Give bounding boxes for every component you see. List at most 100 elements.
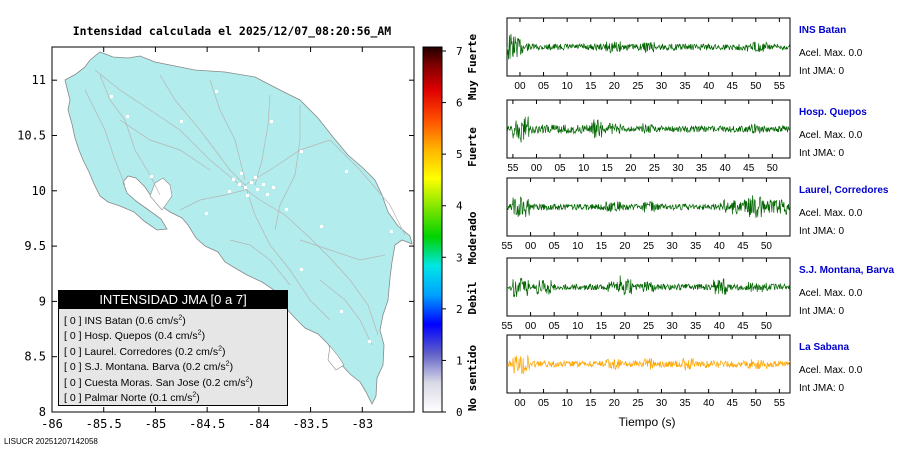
waveform-tick-label: 05 (549, 241, 561, 252)
legend-label: Laurel. Corredores (0.2 cm/s (84, 345, 219, 358)
station-peak-accel: Acel. Max. 0.0 (799, 365, 863, 376)
legend-level: [ 0 ] (64, 315, 82, 327)
station-jma-intensity: Int JMA: 0 (799, 226, 844, 237)
map-x-axis-labels: -86 -85.5 -85 -84.5 -84 -83.5 -83 (41, 417, 373, 431)
map-x-tick-label: -85 (145, 417, 167, 431)
map-axis-ticks (51, 47, 414, 413)
map-x-tick-label: -86 (41, 417, 63, 431)
map-y-tick-label: 10 (32, 184, 46, 198)
waveform-tick-label: 05 (538, 398, 550, 409)
colorbar-tick-label: 0 (456, 406, 463, 419)
legend-title: INTENSIDAD JMA [0 a 7] (59, 291, 287, 309)
waveform-tick-label: 30 (667, 241, 679, 252)
legend-level: [ 0 ] (64, 376, 82, 389)
waveform-tick-label: 10 (562, 398, 574, 409)
legend-unit-exponent: 2 (192, 391, 197, 399)
waveform-panels: 00 05 10 15 20 25 30 35 40 45 50 55 INS Batan Acel. M… (501, 17, 894, 409)
colorbar-category-label: Fuerte (466, 127, 479, 167)
station-jma-intensity: Int JMA: 0 (799, 306, 844, 317)
map-y-tick-label: 8 (39, 405, 46, 419)
waveform-tick-label: 00 (525, 321, 537, 332)
waveform-tick-label: 35 (679, 398, 691, 409)
waveform-frame (506, 177, 791, 237)
waveform-tick-label: 25 (643, 321, 655, 332)
waveform-tick-label: 15 (585, 398, 597, 409)
waveform-tick-label: 45 (743, 163, 755, 174)
waveform-tick-label: 00 (525, 241, 537, 252)
map-x-tick-label: -83 (351, 417, 373, 431)
waveform-panel: 55 00 05 10 15 20 25 30 35 40 45 50 Laurel, Corredor… (501, 177, 889, 252)
waveform-tick-label: 25 (632, 398, 644, 409)
waveform-tick-label: 15 (585, 81, 597, 92)
legend-row: [ 0 ] INS Batan (0.6 cm/s2) (59, 314, 287, 329)
waveform-tick-label: 30 (672, 163, 684, 174)
map-x-tick-label: -83.5 (293, 417, 329, 431)
map-x-tick-label: -85.5 (86, 417, 122, 431)
colorbar-category-label: Debil (466, 281, 479, 314)
waveform-tick-label: 30 (667, 321, 679, 332)
legend-close-paren: ) (221, 345, 226, 358)
waveform-tick-label: 00 (531, 163, 543, 174)
waveform-tick-label: 25 (632, 81, 644, 92)
map-y-tick-label: 8.5 (24, 350, 46, 364)
legend-level: [ 0 ] (64, 361, 82, 374)
legend-unit-exponent: 2 (245, 376, 250, 384)
waveform-tick-label: 40 (703, 398, 715, 409)
waveform-tick-label: 50 (761, 241, 773, 252)
waveform-x-axis-label: Tiempo (s) (619, 415, 676, 429)
map-y-axis-labels: 11 10.5 10 9.5 9 8.5 8 (17, 73, 46, 419)
station-jma-intensity: Int JMA: 0 (799, 66, 844, 77)
waveform-tick-label: 55 (507, 163, 519, 174)
station-jma-intensity: Int JMA: 0 (799, 148, 844, 159)
legend-unit-exponent: 2 (178, 314, 183, 322)
map-y-tick-label: 11 (32, 73, 46, 87)
station-peak-accel: Acel. Max. 0.0 (799, 208, 863, 219)
legend-level: [ 0 ] (64, 330, 82, 343)
waveform-tick-label: 10 (562, 81, 574, 92)
town-markers (110, 90, 393, 343)
waveform-tick-label: 40 (714, 321, 726, 332)
waveform-tick-label: 05 (549, 321, 561, 332)
waveform-tick-label: 10 (578, 163, 590, 174)
legend-close-paren: ) (249, 376, 253, 389)
legend-row: [ 0 ] Laurel. Corredores (0.2 cm/s2) (59, 345, 287, 360)
map-y-tick-label: 9 (39, 294, 46, 308)
station-peak-accel: Acel. Max. 0.0 (799, 288, 863, 299)
map-x-tick-label: -84 (248, 417, 270, 431)
legend-row: [ 0 ] Palmar Norte (0.1 cm/s2) (59, 391, 287, 406)
colorbar-category-label: Moderado (466, 211, 479, 264)
station-peak-accel: Acel. Max. 0.0 (799, 48, 863, 59)
legend-row: [ 0 ] Cuesta Moras. San Jose (0.2 cm/s2) (59, 376, 287, 391)
waveform-tick-label: 15 (596, 241, 608, 252)
colorbar-tick-label: 3 (456, 251, 463, 264)
legend-close-paren: ) (229, 361, 234, 374)
colorbar-tick-label: 6 (456, 97, 463, 110)
waveform-tick-label: 30 (656, 398, 668, 409)
legend-label: Cuesta Moras. San Jose (0.2 cm/s (84, 376, 246, 389)
waveform-tick-label: 20 (619, 241, 631, 252)
waveform-tick-label: 05 (538, 81, 550, 92)
waveform-tick-label: 15 (596, 321, 608, 332)
waveform-tick-label: 20 (619, 321, 631, 332)
station-jma-intensity: Int JMA: 0 (799, 383, 844, 394)
waveform-tick-label: 45 (737, 241, 749, 252)
intensity-colorbar: 7 6 5 4 3 2 1 0 Muy Fuerte Fuerte Moderado Debil No… (422, 34, 479, 419)
waveform-panel: 55 00 05 10 15 20 25 30 35 40 45 50 S.J. Montana, Ba… (501, 257, 894, 332)
waveform-tick-label: 55 (501, 321, 513, 332)
colorbar-tick-label: 7 (456, 45, 463, 58)
waveform-panel: 55 00 05 10 15 20 25 30 35 40 45 50 Hosp. Quepos Acel… (506, 99, 867, 174)
road-network (84, 69, 406, 346)
waveform-trace (506, 116, 791, 143)
waveform-tick-label: 25 (643, 241, 655, 252)
waveform-tick-label: 50 (750, 398, 762, 409)
legend-level: [ 0 ] (64, 345, 82, 358)
waveform-tick-label: 30 (656, 81, 668, 92)
waveform-tick-label: 25 (649, 163, 661, 174)
waveform-trace (506, 275, 791, 298)
legend-row: [ 0 ] S.J. Montana. Barva (0.2 cm/s2) (59, 360, 287, 375)
waveform-panel: 00 05 10 15 20 25 30 35 40 45 50 55 INS Batan Acel. M… (506, 17, 863, 92)
waveform-tick-label: 40 (720, 163, 732, 174)
waveform-trace (506, 355, 791, 375)
colorbar-tick-label: 1 (456, 354, 463, 367)
